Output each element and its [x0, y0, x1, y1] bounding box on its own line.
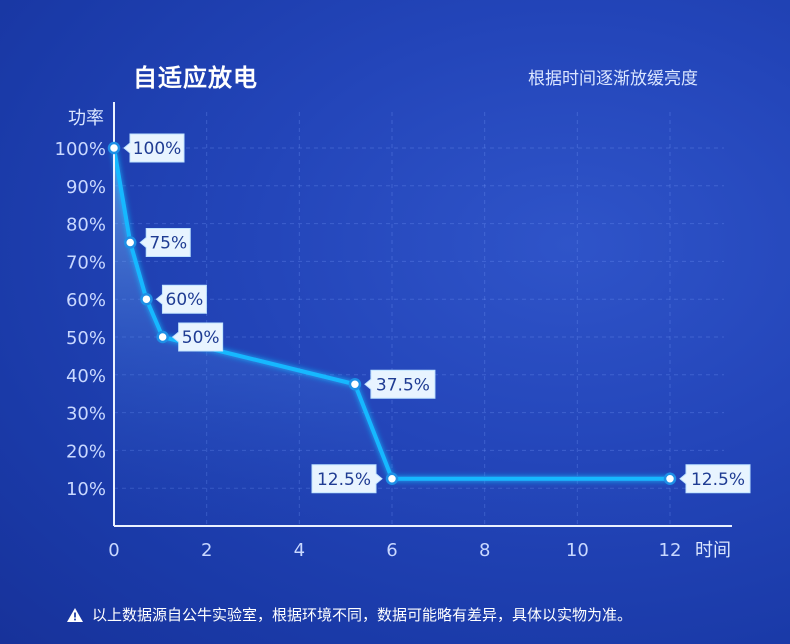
x-axis-label: 时间 — [695, 540, 731, 561]
data-point — [107, 141, 121, 155]
footer-text: 以上数据源自公牛实验室，根据环境不同，数据可能略有差异，具体以实物为准。 — [92, 606, 633, 624]
data-label-text: 100% — [133, 139, 182, 159]
y-tick-label: 20% — [66, 441, 106, 462]
footer-note: 以上数据源自公牛实验室，根据环境不同，数据可能略有差异，具体以实物为准。 — [66, 604, 632, 625]
x-tick-label: 0 — [108, 540, 119, 561]
y-tick-label: 70% — [66, 252, 106, 273]
data-label: 100% — [123, 133, 185, 163]
y-tick-label: 10% — [66, 479, 106, 500]
data-point — [123, 236, 137, 249]
data-label-text: 60% — [166, 290, 204, 310]
tick-labels: 10% 20% 30% 40% 50% 60% 70% 80% 90% 100% 0 2 4 6 8 10 12 — [55, 139, 682, 561]
data-point — [348, 378, 362, 391]
data-point — [156, 330, 169, 344]
data-point — [140, 292, 153, 306]
data-label: 60% — [155, 284, 207, 314]
data-label: 37.5% — [364, 369, 436, 399]
data-label: 75% — [139, 228, 191, 257]
axes — [113, 102, 732, 527]
x-tick-label: 2 — [201, 540, 212, 561]
x-tick-label: 10 — [566, 540, 589, 561]
x-tick-label: 6 — [386, 540, 397, 561]
warning-icon — [67, 607, 83, 622]
data-label: 50% — [171, 322, 224, 352]
chart-subtitle: 根据时间逐渐放缓亮度 — [528, 69, 698, 89]
data-label-text: 12.5% — [691, 470, 745, 490]
x-tick-label: 4 — [294, 540, 305, 561]
data-label-text: 37.5% — [376, 375, 430, 395]
y-tick-label: 100% — [55, 139, 106, 160]
data-label: 12.5% — [679, 464, 751, 494]
data-label-text: 12.5% — [317, 470, 371, 490]
x-tick-label: 12 — [659, 540, 682, 561]
area-fill — [114, 148, 670, 526]
y-tick-label: 30% — [66, 404, 106, 425]
y-tick-label: 50% — [66, 328, 106, 349]
y-tick-label: 60% — [66, 290, 106, 311]
chart-title: 自适应放电 — [133, 64, 258, 92]
data-points — [107, 141, 677, 485]
data-labels: 100% 75% 60% 50% 37.5% 12.5% 12.5% — [123, 133, 751, 494]
data-point — [385, 472, 399, 485]
y-tick-label: 40% — [66, 366, 106, 387]
data-label-text: 75% — [149, 234, 187, 254]
data-point — [663, 472, 677, 485]
data-label: 12.5% — [311, 464, 383, 494]
y-axis-label: 功率 — [68, 108, 104, 129]
y-tick-label: 80% — [66, 215, 106, 236]
x-tick-label: 8 — [479, 540, 490, 561]
data-label-text: 50% — [182, 328, 220, 348]
y-tick-label: 90% — [66, 177, 106, 198]
